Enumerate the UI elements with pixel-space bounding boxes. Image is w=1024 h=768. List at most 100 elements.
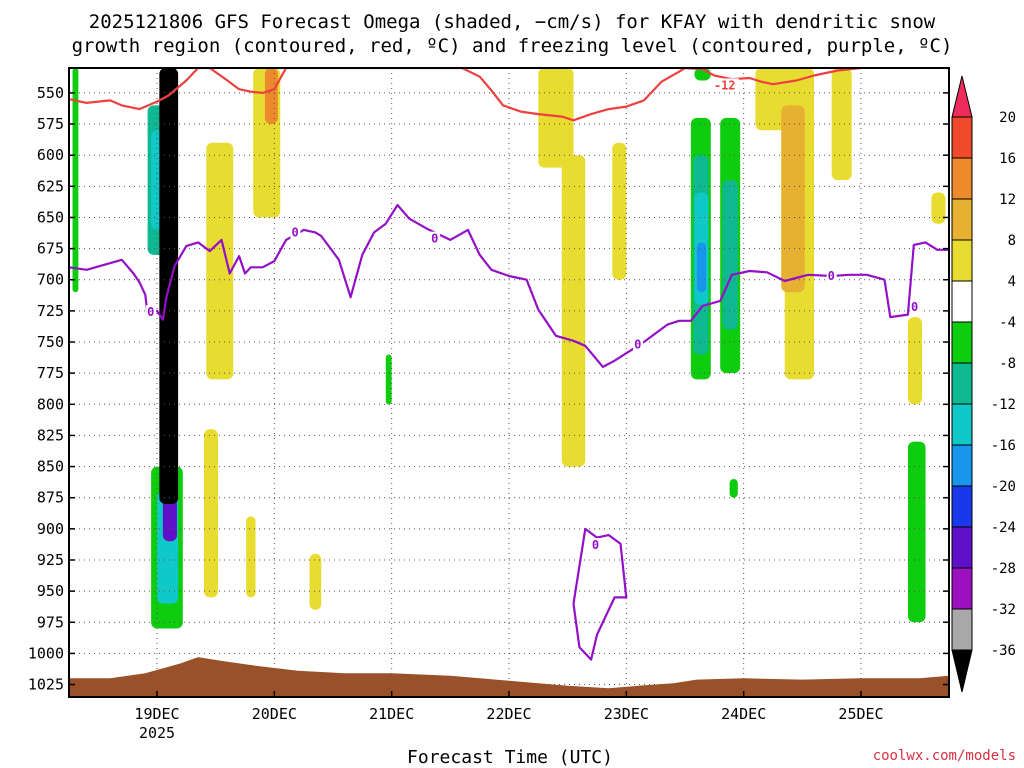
colorbar-segment bbox=[951, 239, 973, 282]
colorbar-label: -24 bbox=[991, 520, 1016, 536]
y-tick-label: 675 bbox=[37, 240, 64, 258]
x-tick-label: 24DEC bbox=[721, 705, 766, 723]
omega-region bbox=[561, 155, 586, 467]
omega-region bbox=[931, 192, 946, 224]
x-tick-label: 25DEC bbox=[838, 705, 883, 723]
x-year-label: 2025 bbox=[139, 724, 175, 742]
y-tick-label: 650 bbox=[37, 208, 64, 226]
contours: 0 0 0 0 0 0 0 -12 bbox=[69, 68, 949, 661]
omega-region bbox=[203, 429, 219, 598]
x-axis-label: Forecast Time (UTC) bbox=[407, 747, 613, 768]
colorbar-label: 20 bbox=[999, 110, 1016, 126]
plot-background bbox=[69, 68, 949, 697]
colorbar-segment bbox=[951, 157, 973, 200]
y-tick-label: 850 bbox=[37, 458, 64, 476]
omega-region bbox=[206, 142, 234, 380]
contour-label-bg bbox=[826, 269, 837, 283]
contour-label: 0 bbox=[911, 300, 918, 314]
omega-region bbox=[729, 479, 738, 498]
contour-label: 0 bbox=[147, 305, 154, 319]
colorbar-label: -32 bbox=[991, 602, 1016, 618]
colorbar-top-arrow bbox=[951, 75, 973, 118]
terrain bbox=[69, 657, 949, 697]
y-tick-label: 950 bbox=[37, 582, 64, 600]
colorbar-label: 16 bbox=[999, 151, 1016, 167]
omega-region bbox=[722, 180, 738, 330]
colorbar-segment bbox=[951, 198, 973, 241]
colorbar-segment bbox=[951, 280, 973, 323]
colorbar-segment bbox=[951, 485, 973, 528]
colorbar-segment bbox=[951, 608, 973, 651]
omega-region bbox=[385, 354, 392, 405]
omega-region bbox=[246, 516, 256, 598]
contour-label-bg bbox=[590, 538, 601, 552]
colorbar-label: -8 bbox=[999, 356, 1016, 372]
contour-label: -12 bbox=[714, 78, 736, 92]
colorbar-label: 8 bbox=[1008, 233, 1016, 249]
colorbar-label: 4 bbox=[1008, 274, 1016, 290]
contour-label-bg bbox=[290, 225, 301, 239]
colorbar-label: 12 bbox=[999, 192, 1016, 208]
contour-label-bg bbox=[712, 78, 739, 92]
contour-label-bg bbox=[633, 337, 644, 351]
omega-region bbox=[907, 317, 923, 405]
y-tick-label: 700 bbox=[37, 271, 64, 289]
colorbar-label: -16 bbox=[991, 438, 1016, 454]
y-tick-label: 825 bbox=[37, 426, 64, 444]
colorbar-label: -12 bbox=[991, 397, 1016, 413]
y-tick-label: 925 bbox=[37, 551, 64, 569]
y-tick-label: 975 bbox=[37, 613, 64, 631]
contour-label-bg bbox=[430, 231, 441, 245]
terrain-fill bbox=[69, 657, 949, 697]
colorbar: 20 16 12 8 4 -4 -8 -12 -16 -20 -24 -28 -32 -36 bbox=[951, 75, 1016, 693]
y-tick-label: 875 bbox=[37, 489, 64, 507]
y-tick-label: 900 bbox=[37, 520, 64, 538]
colorbar-label: -28 bbox=[991, 561, 1016, 577]
colorbar-segment bbox=[951, 567, 973, 610]
x-axis: 19DEC 20DEC 21DEC 22DEC 23DEC 24DEC 25DEC bbox=[134, 691, 884, 723]
contour-label: 0 bbox=[592, 538, 599, 552]
x-tick-label: 20DEC bbox=[252, 705, 297, 723]
y-tick-label: 800 bbox=[37, 395, 64, 413]
omega-region bbox=[781, 105, 805, 293]
contour-label-bg bbox=[909, 300, 920, 314]
y-tick-label: 775 bbox=[37, 364, 64, 382]
colorbar-label: -4 bbox=[999, 315, 1016, 331]
contour-label: 0 bbox=[431, 232, 438, 246]
x-tick-label: 21DEC bbox=[369, 705, 414, 723]
omega-region bbox=[907, 441, 926, 623]
colorbar-segment bbox=[951, 444, 973, 487]
x-tick-label: 22DEC bbox=[486, 705, 531, 723]
colorbar-segment bbox=[951, 321, 973, 364]
omega-region bbox=[309, 553, 322, 610]
colorbar-segment bbox=[951, 362, 973, 405]
y-tick-label: 1025 bbox=[28, 676, 64, 694]
omega-region bbox=[264, 68, 278, 125]
chart-title-line2: growth region (contoured, red, ºC) and f… bbox=[72, 35, 953, 57]
colorbar-bottom-arrow bbox=[951, 649, 973, 693]
freezing-level-closed-contour bbox=[572, 527, 628, 661]
omega-shading bbox=[72, 68, 946, 629]
omega-region bbox=[831, 68, 852, 181]
y-tick-label: 600 bbox=[37, 146, 64, 164]
chart-title-line1: 2025121806 GFS Forecast Omega (shaded, −… bbox=[89, 11, 936, 33]
contour-label-bg bbox=[146, 305, 157, 319]
y-tick-label: 1000 bbox=[28, 644, 64, 662]
y-tick-label: 575 bbox=[37, 115, 64, 133]
contour-label: 0 bbox=[291, 225, 298, 239]
colorbar-segment bbox=[951, 526, 973, 569]
y-tick-label: 625 bbox=[37, 177, 64, 195]
colorbar-label: -20 bbox=[991, 479, 1016, 495]
colorbar-label: -36 bbox=[991, 643, 1016, 659]
colorbar-segment bbox=[951, 403, 973, 446]
x-tick-label: 19DEC bbox=[134, 705, 179, 723]
colorbar-segment bbox=[951, 116, 973, 159]
y-tick-label: 550 bbox=[37, 84, 64, 102]
omega-region bbox=[696, 242, 707, 293]
omega-region bbox=[612, 142, 627, 280]
y-tick-label: 750 bbox=[37, 333, 64, 351]
y-axis: 550 575 600 625 650 675 700 725 750 775 800 825 850 8… bbox=[28, 84, 949, 694]
x-tick-label: 23DEC bbox=[604, 705, 649, 723]
contour-label: 0 bbox=[634, 338, 641, 352]
